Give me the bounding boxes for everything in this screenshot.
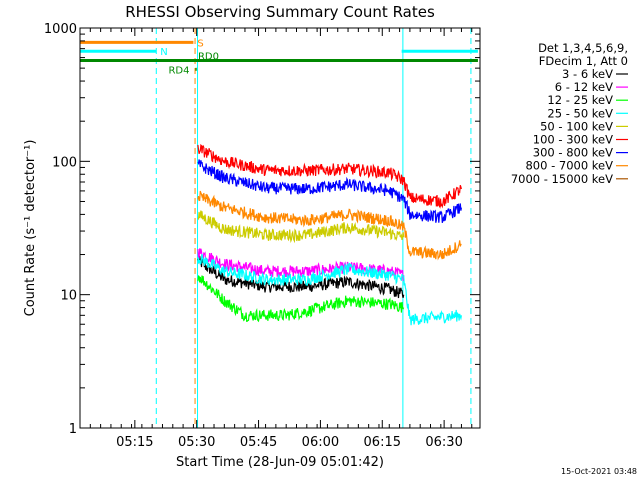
legend-header-1: FDecim 1, Att 0 [539, 54, 628, 68]
x-axis-ticks: 05:15 05:30 05:45 06:00 06:15 06:30 [79, 28, 473, 450]
x-tick-label-4: 06:15 [364, 435, 401, 450]
series-line-5 [197, 143, 462, 209]
y-axis-ticks: 1 10 100 1000 [44, 22, 480, 437]
legend-label-6: 300 - 800 keV [533, 146, 613, 160]
legend-label-8: 7000 - 15000 keV [511, 172, 613, 186]
legend-header-0: Det 1,3,4,5,6,9, [538, 41, 628, 55]
series-line-2 [197, 275, 405, 323]
y-tick-label-2: 100 [52, 155, 77, 170]
legend-label-5: 100 - 300 keV [533, 133, 613, 147]
legend-label-3: 25 - 50 keV [547, 106, 613, 120]
y-tick-label-0: 1 [69, 422, 77, 437]
legend-label-1: 6 - 12 keV [555, 80, 613, 94]
flag-bars: S N RD0 RD4 [80, 38, 478, 76]
y-tick-label-3: 1000 [44, 22, 77, 37]
x-tick-label-3: 06:00 [302, 435, 339, 450]
flag-label-N: N [160, 47, 167, 58]
series-line-7 [197, 190, 462, 261]
vertical-markers [155, 28, 472, 428]
legend: Det 1,3,4,5,6,9,FDecim 1, Att 03 - 6 keV… [511, 41, 628, 186]
y-tick-label-1: 10 [60, 289, 77, 304]
legend-label-4: 50 - 100 keV [540, 119, 613, 133]
timestamp: 15-Oct-2021 03:48 [561, 467, 637, 476]
flag-label-RD0: RD0 [198, 52, 219, 63]
legend-label-2: 12 - 25 keV [547, 93, 613, 107]
chart-title: RHESSI Observing Summary Count Rates [125, 3, 435, 21]
x-tick-label-1: 05:30 [178, 435, 215, 450]
series-line-4 [197, 210, 405, 244]
flag-label-S: S [197, 38, 203, 49]
y-axis-label: Count Rate (s⁻¹ detector⁻¹) [23, 140, 38, 317]
plot-frame [79, 27, 481, 429]
x-tick-label-0: 05:15 [116, 435, 153, 450]
x-axis-label: Start Time (28-Jun-09 05:01:42) [176, 455, 384, 470]
x-tick-label-2: 05:45 [240, 435, 277, 450]
series-group [197, 143, 462, 326]
series-line-3 [197, 253, 462, 326]
flag-label-RD4: RD4 [168, 65, 189, 76]
legend-label-0: 3 - 6 keV [562, 67, 613, 81]
series-line-6 [197, 159, 462, 224]
x-tick-label-5: 06:30 [425, 435, 462, 450]
legend-label-7: 800 - 7000 keV [525, 159, 613, 173]
